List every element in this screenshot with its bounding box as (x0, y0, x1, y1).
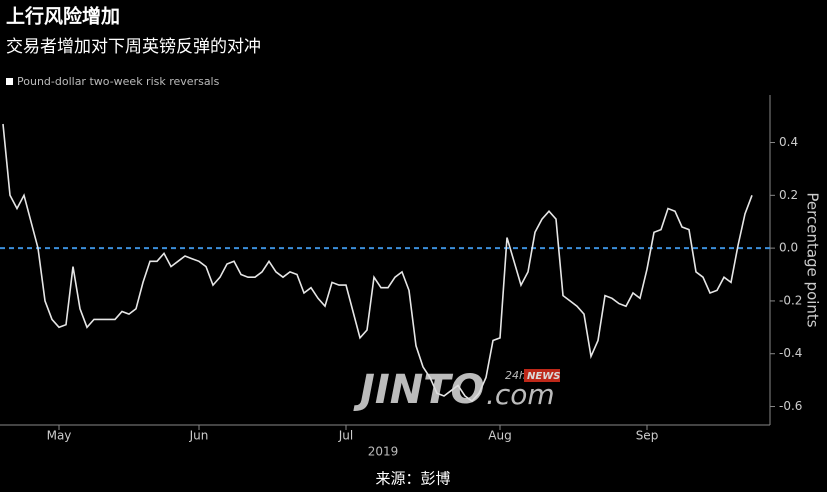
y-tick-label: -0.2 (779, 293, 802, 307)
y-tick-label: 0.2 (779, 188, 798, 202)
watermark-text: JINTO (353, 367, 485, 413)
x-tick-label: May (47, 429, 72, 443)
x-tick-label: Aug (488, 429, 511, 443)
watermark-text: .com (486, 378, 555, 411)
x-tick-label: Jun (189, 429, 209, 443)
watermark-text: 24h (505, 369, 526, 382)
watermark-badge (524, 369, 560, 382)
legend-swatch (6, 78, 13, 85)
chart-subtitle: 交易者增加对下周英镑反弹的对冲 (6, 37, 261, 57)
y-tick-label: 0.4 (779, 135, 798, 149)
legend-label: Pound-dollar two-week risk reversals (17, 75, 220, 88)
y-tick-label: -0.4 (779, 346, 802, 360)
y-axis-title: Percentage points (804, 192, 822, 327)
x-tick-label: Sep (636, 429, 659, 443)
source: 来源：彭博 (375, 470, 450, 488)
y-tick-label: -0.6 (779, 399, 802, 413)
chart-title: 上行风险增加 (6, 5, 120, 28)
data-line (2, 123, 753, 403)
x-axis-title: 2019 (368, 445, 399, 459)
y-tick-label: 0.0 (779, 241, 798, 255)
x-tick-label: Jul (338, 429, 353, 443)
watermark: JINTO 24h NEWS .com (353, 367, 560, 413)
watermark-text: NEWS (527, 371, 560, 382)
